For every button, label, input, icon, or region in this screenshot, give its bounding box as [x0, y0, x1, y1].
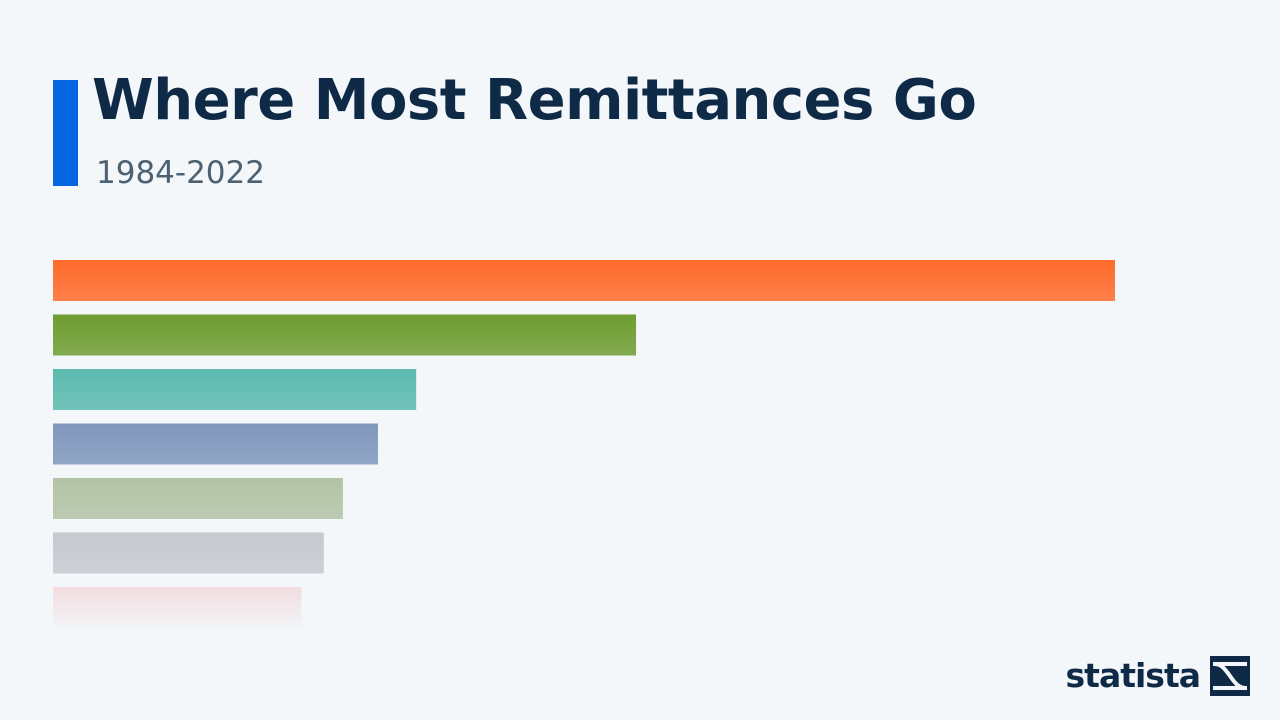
bar-5 — [53, 478, 343, 519]
chart-subtitle: 1984-2022 — [96, 155, 265, 191]
bar-3 — [53, 369, 417, 410]
bar-4 — [53, 423, 378, 465]
statista-logo-icon — [1210, 656, 1250, 696]
bar-2 — [53, 314, 637, 356]
bar-7 — [53, 587, 302, 628]
bar-6 — [53, 532, 324, 574]
bar-1 — [53, 260, 1115, 301]
chart-title: Where Most Remittances Go — [92, 68, 977, 133]
brand-name: statista — [1065, 656, 1201, 695]
title-accent-bar — [53, 80, 78, 186]
statista-logo: statista — [1066, 656, 1250, 696]
bars-group — [53, 260, 1115, 628]
